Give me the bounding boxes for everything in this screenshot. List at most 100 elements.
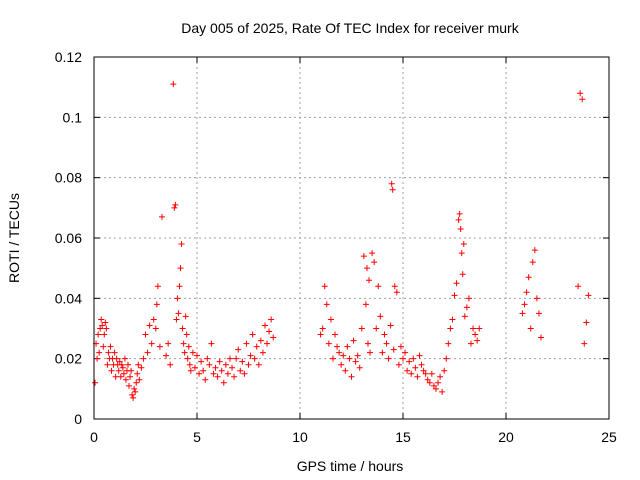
data-point bbox=[126, 382, 133, 389]
data-point bbox=[245, 361, 252, 368]
data-point bbox=[395, 361, 402, 368]
data-point bbox=[154, 283, 161, 290]
data-point bbox=[216, 358, 223, 365]
data-point bbox=[321, 283, 328, 290]
data-point bbox=[369, 250, 376, 257]
data-point bbox=[180, 340, 187, 347]
data-point bbox=[220, 379, 227, 386]
y-tick-label: 0 bbox=[74, 411, 82, 427]
data-point bbox=[231, 373, 238, 380]
data-point bbox=[135, 361, 142, 368]
data-point bbox=[233, 355, 240, 362]
data-point bbox=[402, 349, 409, 356]
data-point bbox=[332, 331, 339, 338]
data-point bbox=[465, 295, 472, 302]
data-point bbox=[356, 364, 363, 371]
data-point bbox=[329, 355, 336, 362]
x-tick-label: 5 bbox=[193, 429, 201, 445]
data-point bbox=[463, 304, 470, 311]
data-point bbox=[342, 367, 349, 374]
data-point bbox=[196, 370, 203, 377]
data-point bbox=[525, 274, 532, 281]
data-point bbox=[527, 325, 534, 332]
data-point bbox=[119, 364, 126, 371]
data-point bbox=[338, 361, 345, 368]
data-point bbox=[237, 367, 244, 374]
data-point bbox=[187, 367, 194, 374]
y-tick-label: 0.1 bbox=[63, 109, 83, 125]
data-point bbox=[127, 373, 134, 380]
x-tick-label: 10 bbox=[292, 429, 308, 445]
data-point bbox=[388, 180, 395, 187]
data-point bbox=[410, 355, 417, 362]
data-point bbox=[445, 340, 452, 347]
data-point bbox=[432, 385, 439, 392]
x-tick-label: 0 bbox=[90, 429, 98, 445]
data-point bbox=[387, 322, 394, 329]
data-point bbox=[142, 331, 149, 338]
data-point bbox=[373, 325, 380, 332]
data-point bbox=[194, 352, 200, 359]
data-point bbox=[163, 352, 170, 359]
data-point bbox=[167, 361, 174, 368]
data-point bbox=[430, 382, 437, 389]
tick-labels: 0 5 10 15 20 25 0 0.02 0.04 0.06 0.08 0.1 0.12 bbox=[55, 49, 617, 445]
data-point bbox=[437, 373, 444, 380]
data-point bbox=[362, 301, 369, 308]
data-point bbox=[130, 394, 137, 401]
data-point bbox=[266, 328, 273, 335]
data-point bbox=[404, 367, 411, 374]
data-point bbox=[98, 316, 105, 323]
data-point bbox=[222, 361, 229, 368]
data-point bbox=[181, 349, 188, 356]
data-point bbox=[229, 364, 236, 371]
data-point bbox=[348, 373, 355, 380]
data-point bbox=[171, 204, 178, 211]
data-point bbox=[120, 370, 127, 377]
data-point bbox=[327, 316, 334, 323]
data-point bbox=[358, 325, 365, 332]
data-point bbox=[144, 349, 151, 356]
data-point bbox=[148, 340, 155, 347]
data-point bbox=[128, 367, 135, 374]
data-point bbox=[121, 355, 128, 362]
data-point bbox=[200, 367, 207, 374]
data-point bbox=[366, 277, 373, 284]
data-point bbox=[146, 322, 153, 329]
data-point bbox=[461, 313, 468, 320]
data-point bbox=[443, 355, 450, 362]
data-point bbox=[208, 340, 215, 347]
data-point bbox=[97, 325, 104, 332]
data-point bbox=[95, 331, 102, 338]
data-point bbox=[352, 358, 359, 365]
y-tick-label: 0.02 bbox=[55, 351, 82, 367]
data-point bbox=[101, 331, 108, 338]
data-point bbox=[575, 283, 582, 290]
data-point bbox=[412, 364, 419, 371]
x-axis-label: GPS time / hours bbox=[297, 458, 404, 474]
data-point bbox=[206, 361, 213, 368]
chart-title: Day 005 of 2025, Rate Of TEC Index for r… bbox=[181, 20, 519, 36]
data-point bbox=[185, 343, 192, 350]
data-point bbox=[583, 319, 590, 326]
data-point bbox=[319, 325, 326, 332]
data-point bbox=[113, 355, 120, 362]
data-points bbox=[92, 81, 592, 401]
data-point bbox=[441, 367, 448, 374]
data-point bbox=[381, 331, 388, 338]
data-point bbox=[189, 349, 196, 356]
data-point bbox=[521, 301, 528, 308]
data-point bbox=[391, 283, 398, 290]
data-point bbox=[129, 391, 136, 398]
data-point bbox=[253, 343, 260, 350]
data-point bbox=[385, 355, 392, 362]
data-point bbox=[451, 292, 458, 299]
data-point bbox=[439, 388, 446, 395]
data-point bbox=[115, 367, 122, 374]
data-point bbox=[334, 343, 341, 350]
data-point bbox=[360, 253, 367, 260]
data-point bbox=[270, 334, 277, 341]
data-point bbox=[153, 301, 160, 308]
data-point bbox=[156, 343, 163, 350]
